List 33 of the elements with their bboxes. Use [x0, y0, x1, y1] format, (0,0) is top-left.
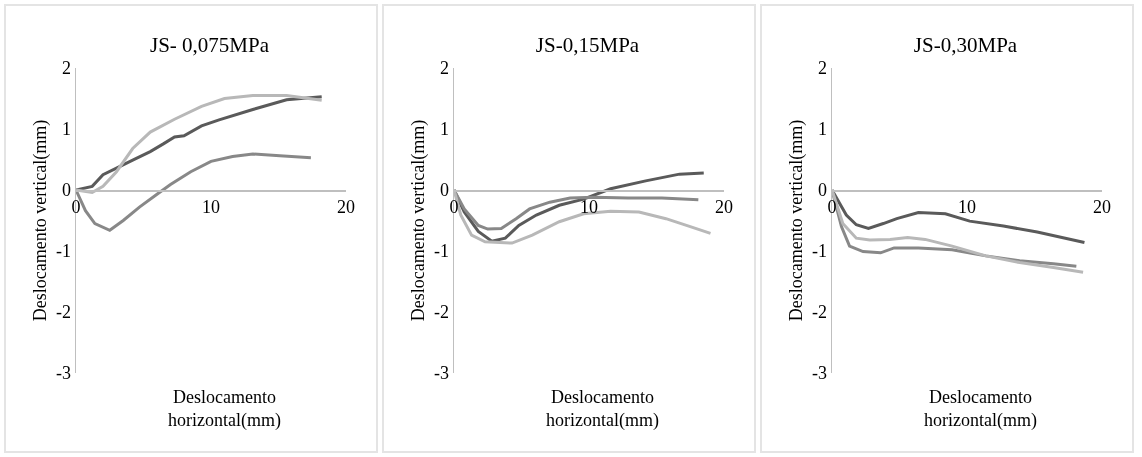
chart-title: JS-0,15MPa — [535, 32, 640, 57]
y-tick-label: 2 — [439, 58, 449, 79]
y-tick-label: 1 — [439, 119, 449, 140]
chart-title: JS-0,30MPa — [913, 32, 1018, 57]
y-tick-label: -1 — [811, 241, 827, 262]
y-axis-title: Deslocamento vertical(mm) — [786, 119, 808, 322]
y-tick-label: 1 — [61, 119, 71, 140]
y-tick-label: -3 — [433, 363, 449, 384]
y-tick-label: -3 — [811, 363, 827, 384]
x-axis-title: Deslocamento horizontal(mm) — [168, 387, 281, 432]
y-tick-label: -2 — [811, 302, 827, 323]
y-tick-label: 2 — [817, 58, 827, 79]
y-tick-label: -2 — [433, 302, 449, 323]
x-axis-title: Deslocamento horizontal(mm) — [546, 387, 659, 432]
y-tick-label: -2 — [55, 302, 71, 323]
x-tick-label: 20 — [337, 197, 355, 218]
x-tick-label: 20 — [715, 197, 733, 218]
y-tick-label: 0 — [439, 180, 449, 201]
y-tick-label: 2 — [61, 58, 71, 79]
x-tick-label: 10 — [580, 197, 598, 218]
x-axis-title: Deslocamento horizontal(mm) — [924, 387, 1037, 432]
y-tick-label: 0 — [817, 180, 827, 201]
y-tick-label: 1 — [817, 119, 827, 140]
y-tick-label: -1 — [433, 241, 449, 262]
chart-title: JS- 0,075MPa — [149, 32, 270, 57]
y-axis-title: Deslocamento vertical(mm) — [408, 119, 430, 322]
y-tick-label: -3 — [55, 363, 71, 384]
x-tick-label: 20 — [1093, 197, 1111, 218]
y-axis-title: Deslocamento vertical(mm) — [30, 119, 52, 322]
x-tick-label: 10 — [202, 197, 220, 218]
x-tick-label: 10 — [958, 197, 976, 218]
y-tick-label: 0 — [61, 180, 71, 201]
y-tick-label: -1 — [55, 241, 71, 262]
